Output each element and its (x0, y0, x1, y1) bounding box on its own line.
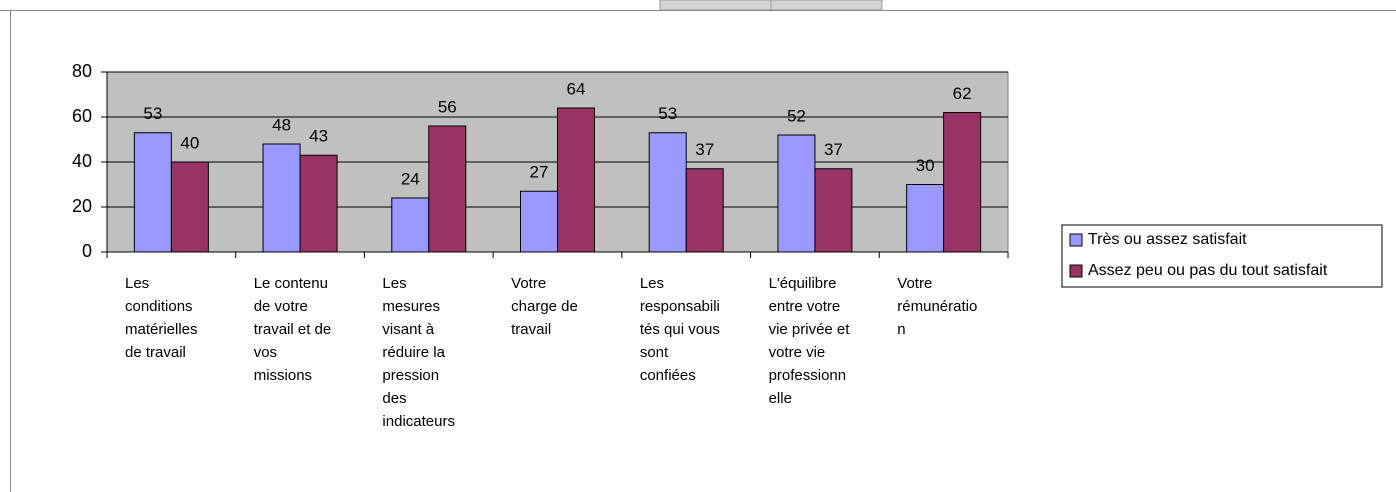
x-tick-label: Votre charge de travail (511, 275, 578, 338)
bar (391, 197, 430, 253)
data-label: 30 (916, 156, 935, 175)
legend-swatch (1069, 264, 1083, 278)
bar (648, 132, 687, 253)
bar (906, 184, 945, 253)
y-tick-label: 80 (72, 61, 92, 81)
x-tick-label: Le contenu de votre travail et de vos mi… (253, 275, 332, 384)
bar (777, 134, 816, 253)
y-tick-label: 60 (72, 106, 92, 126)
data-label: 56 (438, 97, 457, 116)
data-label: 37 (695, 140, 714, 159)
bar (814, 168, 853, 253)
bar (133, 132, 172, 253)
y-tick-label: 20 (72, 196, 92, 216)
data-label: 40 (180, 133, 199, 152)
bar (262, 143, 301, 253)
legend-label: Assez peu ou pas du tout satisfait (1088, 262, 1328, 279)
bar (299, 154, 338, 253)
data-label: 53 (658, 104, 677, 123)
x-tick-label: Votre rémunération (897, 275, 978, 338)
data-label: 52 (787, 106, 806, 125)
bar (943, 112, 982, 253)
x-tick-label: Les conditions matérielles de travail (125, 275, 198, 361)
bar (428, 125, 467, 253)
legend-label: Très ou assez satisfait (1088, 231, 1247, 248)
bar (520, 190, 558, 253)
legend-swatch (1069, 233, 1083, 247)
x-tick-label: Les responsabilités qui vous sont confié… (639, 275, 720, 384)
legend-box (1061, 224, 1383, 288)
tab (659, 0, 772, 11)
bar (557, 107, 595, 253)
y-tick-label: 0 (82, 241, 92, 261)
x-tick-label: L'équilibre entre votre vie privée et vo… (768, 275, 850, 407)
bar (170, 161, 209, 253)
data-label: 43 (309, 127, 328, 146)
bar (685, 168, 724, 253)
data-label: 53 (143, 104, 162, 123)
tab (770, 0, 883, 11)
data-label: 62 (953, 84, 972, 103)
x-tick-label: Les mesures visant à réduire la pression… (382, 275, 455, 430)
data-label: 24 (401, 169, 420, 188)
data-label: 37 (824, 140, 843, 159)
data-label: 48 (272, 115, 291, 134)
data-label: 27 (530, 163, 549, 182)
y-tick-label: 40 (72, 151, 92, 171)
data-label: 64 (567, 79, 586, 98)
